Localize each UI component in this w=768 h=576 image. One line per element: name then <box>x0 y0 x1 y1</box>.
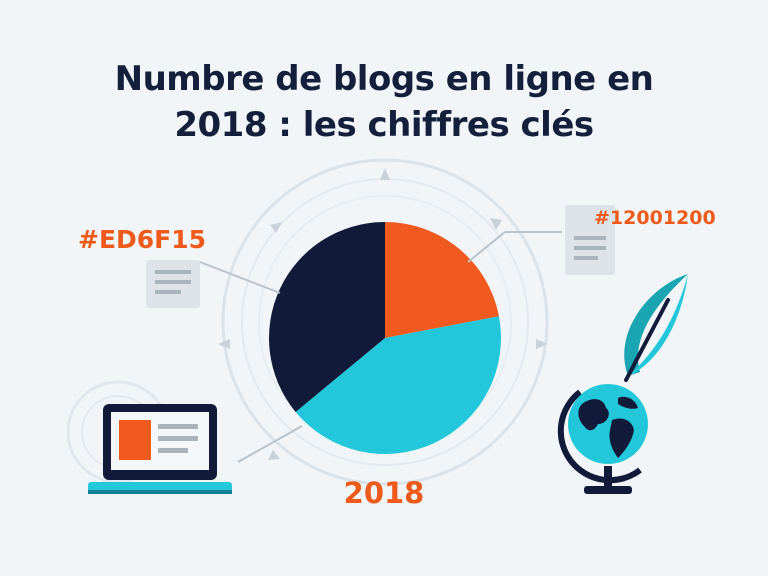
year-label: 2018 <box>343 476 425 510</box>
pie-slice-1 <box>385 222 499 338</box>
connector-lines <box>199 231 562 463</box>
ring-markers <box>218 168 548 460</box>
page-title: Numbre de blogs en ligne en 2018 : les c… <box>0 56 768 148</box>
pie-chart <box>268 222 501 454</box>
pie-slice-2 <box>295 316 501 454</box>
document-icon-left <box>146 260 200 308</box>
globe-icon <box>557 384 648 494</box>
pie-slice-3 <box>268 222 385 412</box>
slice-label-left: #ED6F15 <box>78 225 207 254</box>
laptop-icon <box>66 380 232 494</box>
document-icon-right <box>565 205 615 275</box>
title-line-2: 2018 : les chiffres clés <box>174 105 594 145</box>
quill-icon <box>624 274 688 382</box>
slice-label-right: #12001200 <box>594 207 716 229</box>
title-line-1: Numbre de blogs en ligne en <box>114 59 654 99</box>
